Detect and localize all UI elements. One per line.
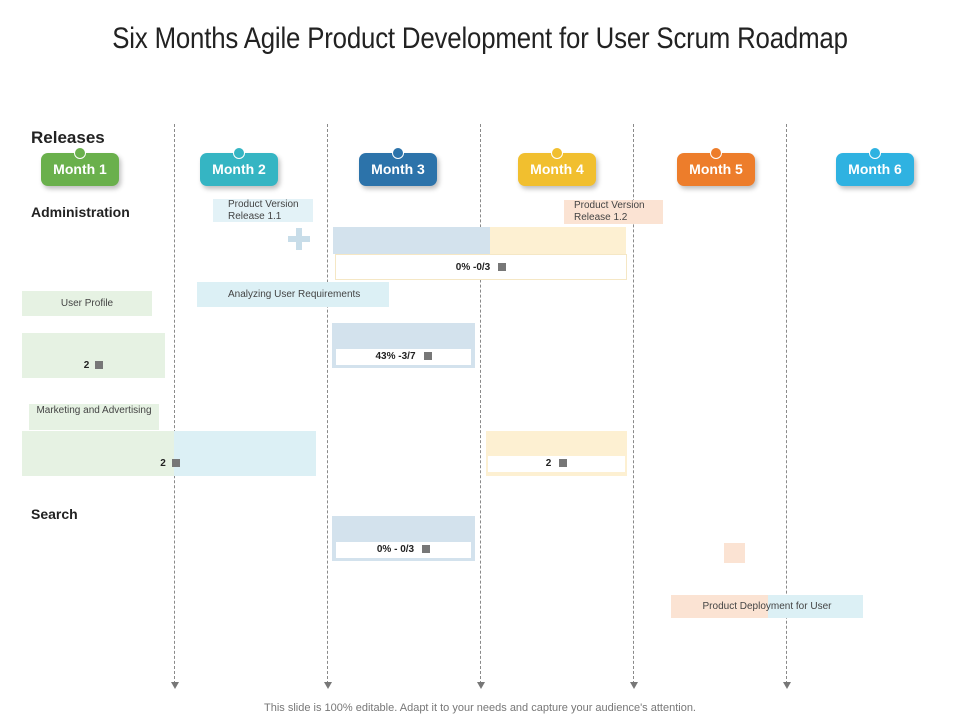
progress-label: 2 bbox=[120, 456, 220, 472]
month-label: Month 1 bbox=[53, 161, 107, 177]
month-label: Month 6 bbox=[848, 161, 902, 177]
month-label: Month 2 bbox=[212, 161, 266, 177]
task-bar bbox=[768, 595, 863, 618]
month-label: Month 4 bbox=[530, 161, 584, 177]
dot-icon bbox=[74, 147, 86, 159]
footer-note: This slide is 100% editable. Adapt it to… bbox=[264, 702, 696, 714]
divider-5 bbox=[786, 124, 787, 684]
releases-label: Releases bbox=[31, 128, 105, 147]
progress-label: 2 bbox=[488, 456, 625, 472]
square-icon bbox=[171, 459, 180, 467]
progress-label: 0% -0/3 bbox=[335, 254, 627, 280]
dot-icon bbox=[710, 147, 722, 159]
month-label: Month 5 bbox=[689, 161, 743, 177]
month-4-badge: Month 4 bbox=[518, 147, 596, 186]
month-6-badge: Month 6 bbox=[836, 147, 914, 186]
progress-text: 43% -3/7 bbox=[375, 351, 416, 362]
square-icon bbox=[559, 459, 568, 467]
administration-label: Administration bbox=[31, 204, 130, 220]
analyzing-user-requirements: Analyzing User Requirements bbox=[197, 282, 389, 307]
arrow-down-icon bbox=[324, 682, 332, 689]
dot-icon bbox=[551, 147, 563, 159]
task-bar bbox=[22, 431, 174, 476]
dot-icon bbox=[392, 147, 404, 159]
progress-text: 2 bbox=[160, 458, 166, 469]
product-deployment-for-user: Product Deployment for User bbox=[702, 601, 832, 612]
arrow-down-icon bbox=[783, 682, 791, 689]
divider-4 bbox=[633, 124, 634, 684]
page-title: Six Months Agile Product Development for… bbox=[112, 22, 848, 55]
divider-2 bbox=[327, 124, 328, 684]
progress-text: 0% - 0/3 bbox=[376, 544, 415, 555]
arrow-down-icon bbox=[171, 682, 179, 689]
divider-3 bbox=[480, 124, 481, 684]
progress-text: 2 bbox=[83, 360, 90, 371]
user-profile: User Profile bbox=[22, 291, 152, 316]
square-icon bbox=[423, 352, 432, 360]
progress-label: 43% -3/7 bbox=[336, 349, 471, 365]
square-icon bbox=[95, 361, 104, 369]
month-5-badge: Month 5 bbox=[677, 147, 755, 186]
task-bar bbox=[333, 227, 490, 254]
progress-text: 0% -0/3 bbox=[455, 262, 491, 273]
task-bar bbox=[671, 595, 768, 618]
month-1-badge: Month 1 bbox=[41, 147, 119, 186]
marketing-and-advertising: Marketing and Advertising bbox=[29, 404, 159, 430]
dot-icon bbox=[869, 147, 881, 159]
plus-icon bbox=[287, 227, 312, 252]
month-label: Month 3 bbox=[371, 161, 425, 177]
square-icon bbox=[498, 263, 507, 271]
month-2-badge: Month 2 bbox=[200, 147, 278, 186]
search-label: Search bbox=[31, 506, 78, 522]
milestone-marker bbox=[724, 543, 745, 563]
task-bar bbox=[490, 227, 626, 254]
square-icon bbox=[422, 545, 431, 553]
progress-label: 2 bbox=[22, 358, 165, 374]
product-version-1-2: Product Version Release 1.2 bbox=[564, 200, 663, 224]
arrow-down-icon bbox=[630, 682, 638, 689]
divider-1 bbox=[174, 124, 175, 684]
progress-label: 0% - 0/3 bbox=[336, 542, 471, 558]
task-bar bbox=[22, 333, 165, 378]
month-3-badge: Month 3 bbox=[359, 147, 437, 186]
arrow-down-icon bbox=[477, 682, 485, 689]
dot-icon bbox=[233, 147, 245, 159]
product-version-1-1: Product Version Release 1.1 bbox=[213, 199, 313, 222]
task-bar bbox=[174, 431, 316, 476]
progress-text: 2 bbox=[545, 458, 552, 469]
